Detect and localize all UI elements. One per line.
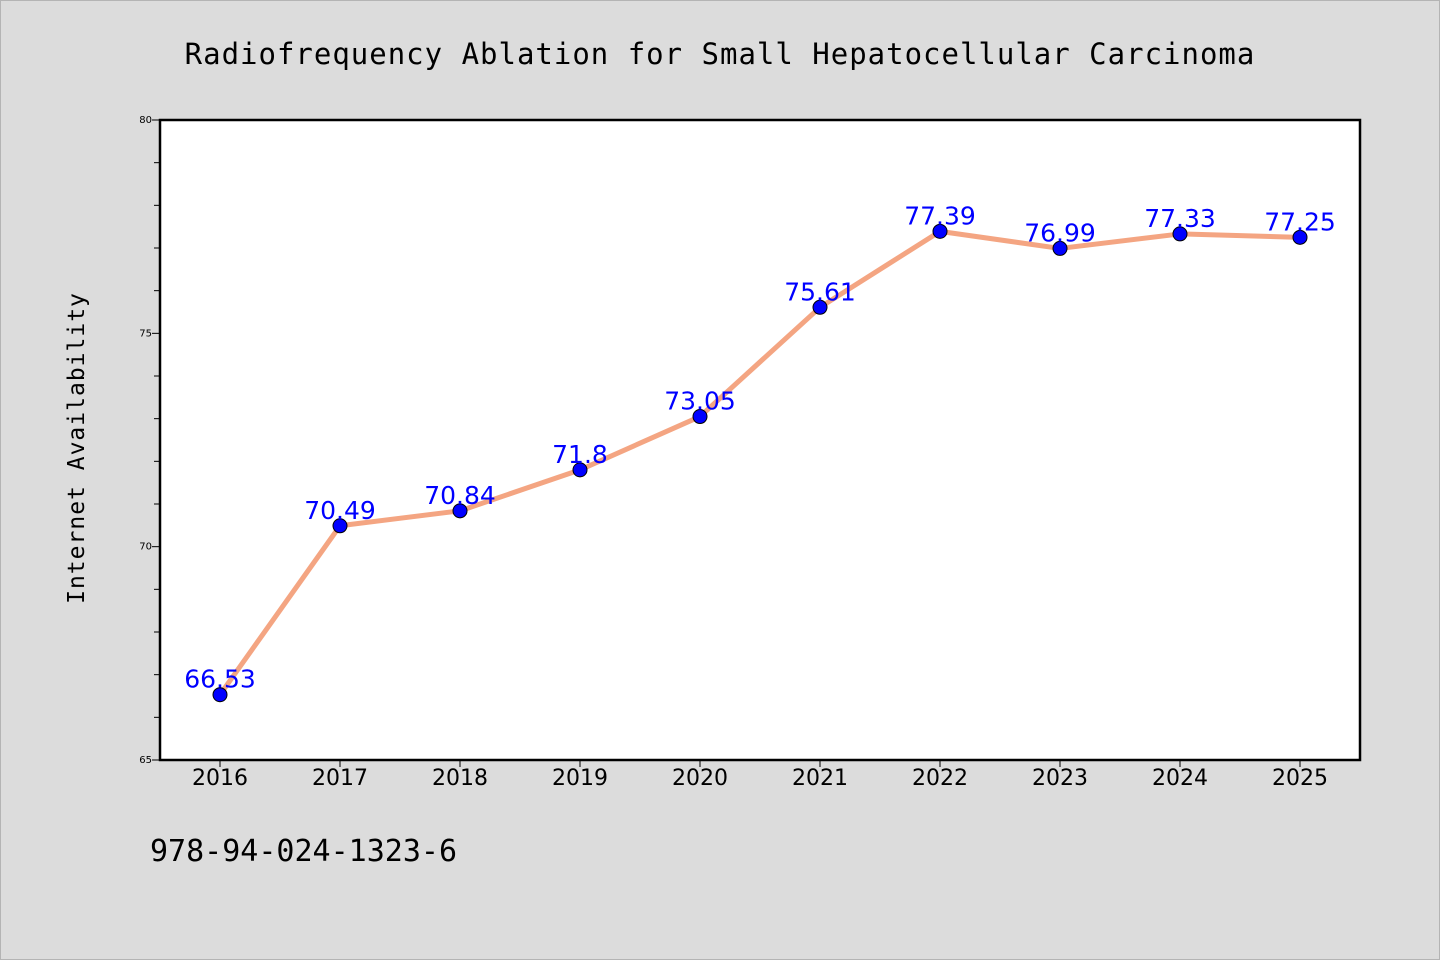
data-label: 76.99 bbox=[1024, 218, 1096, 247]
y-axis-label: Internet Availability bbox=[64, 292, 90, 604]
x-tick-label: 2020 bbox=[672, 766, 728, 791]
x-tick-label: 2018 bbox=[432, 766, 488, 791]
y-tick-label: 80 bbox=[139, 115, 152, 126]
data-labels: 66.53 70.49 70.84 71.8 73.05 75.61 77.39 76.99 7… bbox=[184, 201, 1336, 693]
data-point bbox=[1292, 229, 1308, 245]
plot-frame bbox=[158, 118, 1362, 762]
data-label: 71.8 bbox=[552, 440, 608, 469]
plot-area bbox=[160, 120, 1360, 760]
x-tick-label: 2021 bbox=[792, 766, 848, 791]
data-label: 66.53 bbox=[184, 665, 256, 694]
chart-title: Radiofrequency Ablation for Small Hepato… bbox=[185, 37, 1256, 71]
data-label: 75.61 bbox=[784, 277, 856, 306]
series-line-group bbox=[217, 228, 1303, 698]
data-label: 70.84 bbox=[424, 481, 496, 510]
data-point bbox=[212, 687, 228, 703]
data-label: 70.49 bbox=[304, 496, 376, 525]
data-point bbox=[1172, 226, 1188, 242]
data-point bbox=[332, 518, 348, 534]
series-line bbox=[217, 228, 1303, 698]
y-tick-label: 65 bbox=[139, 755, 152, 766]
data-point bbox=[1052, 240, 1068, 256]
y-axis-ticks: 65 70 75 80 bbox=[139, 115, 160, 766]
x-tick-label: 2023 bbox=[1032, 766, 1088, 791]
data-label: 77.25 bbox=[1264, 207, 1336, 236]
x-tick-label: 2017 bbox=[312, 766, 368, 791]
x-tick-label: 2025 bbox=[1272, 766, 1328, 791]
x-tick-label: 2019 bbox=[552, 766, 608, 791]
data-point bbox=[692, 409, 708, 425]
data-label: 77.33 bbox=[1144, 204, 1216, 233]
x-tick-label: 2024 bbox=[1152, 766, 1208, 791]
y-tick-label: 70 bbox=[139, 542, 152, 553]
data-point bbox=[812, 299, 828, 315]
data-label: 77.39 bbox=[904, 201, 976, 230]
data-point bbox=[572, 462, 588, 478]
data-point bbox=[932, 223, 948, 239]
data-point bbox=[452, 503, 468, 519]
y-tick-label: 75 bbox=[139, 328, 152, 339]
x-axis-ticks: 2016 2017 2018 2019 2020 2021 2022 2023 2024 2025 bbox=[192, 760, 1328, 791]
x-tick-label: 2022 bbox=[912, 766, 968, 791]
data-label: 73.05 bbox=[664, 387, 736, 416]
footnote-isbn: 978-94-024-1323-6 bbox=[150, 834, 458, 869]
data-markers bbox=[212, 223, 1308, 703]
x-tick-label: 2016 bbox=[192, 766, 248, 791]
